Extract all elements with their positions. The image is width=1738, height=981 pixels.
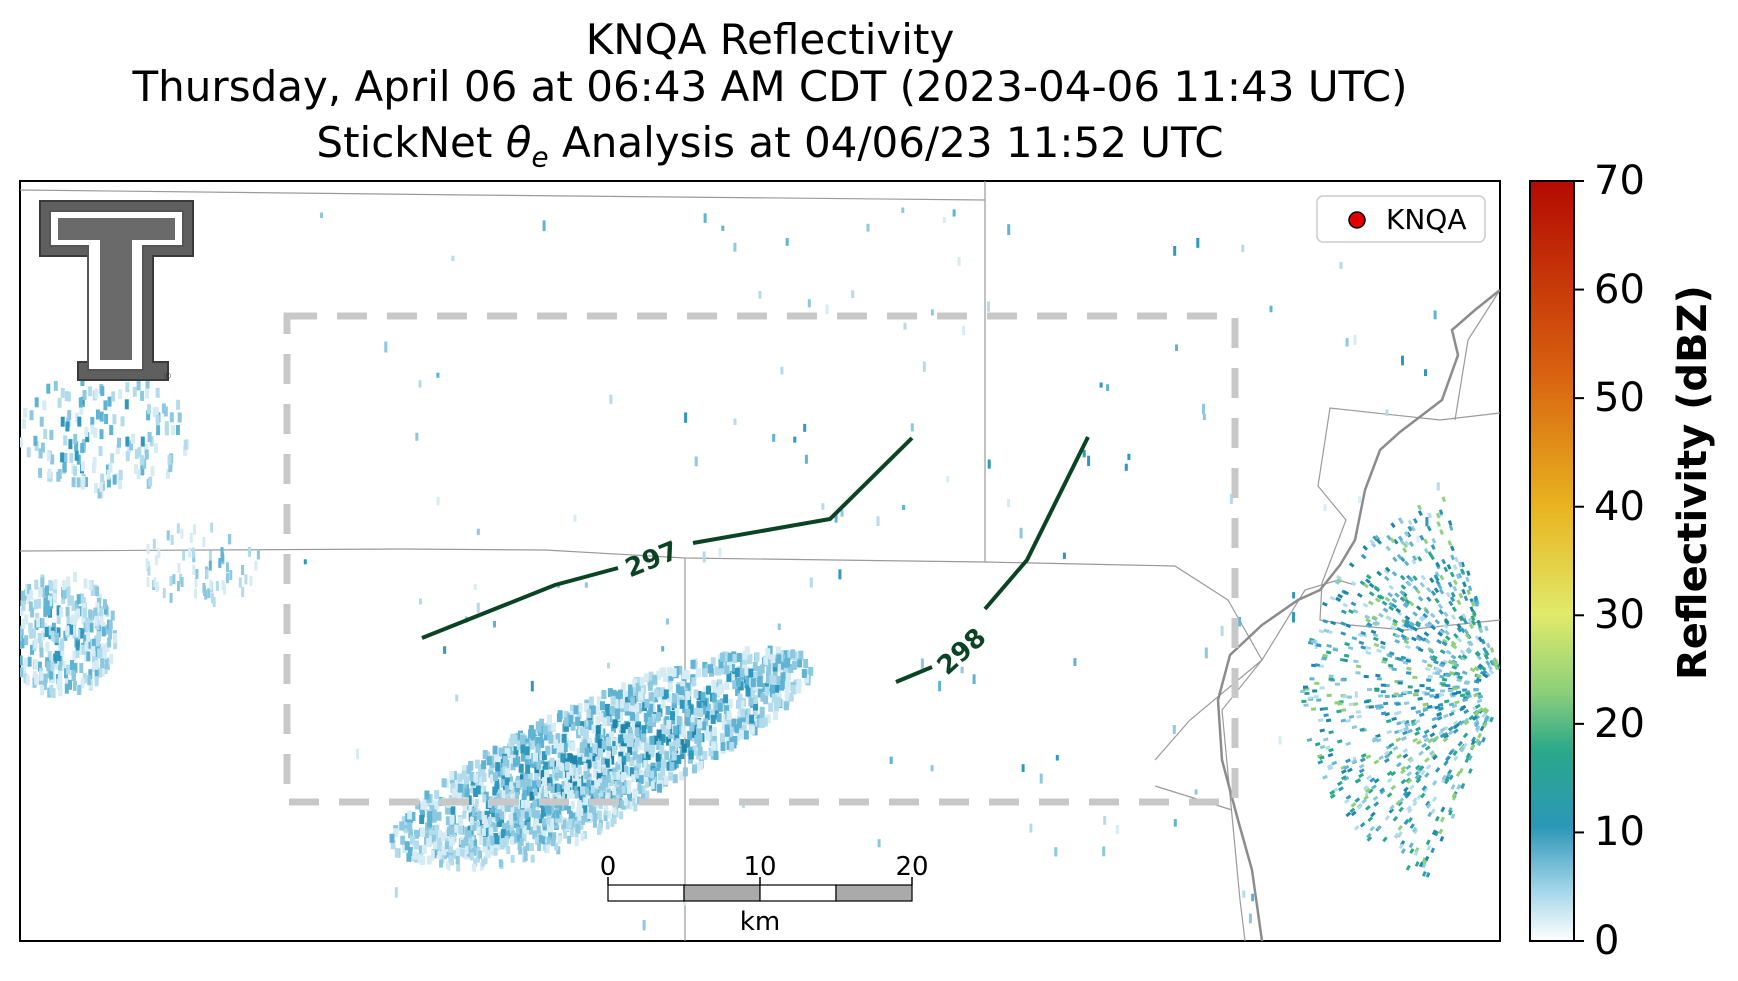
colorbar-tick-label: 10 <box>1594 809 1645 856</box>
colorbar-tick-label: 50 <box>1594 375 1645 422</box>
knqa-marker-icon <box>1348 211 1366 229</box>
contour-297-right <box>692 436 914 545</box>
contour-297-left <box>421 566 619 640</box>
theta-e-symbol: θe <box>505 118 549 174</box>
scale-bar: 0 10 20 km <box>600 852 929 937</box>
map-subtitle-analysis: StickNet θe Analysis at 04/06/23 11:52 U… <box>0 117 1540 183</box>
scale-tick-0: 0 <box>600 852 617 882</box>
colorbar <box>1529 180 1575 942</box>
analysis-prefix: StickNet <box>316 118 506 167</box>
theta-e-contours <box>421 436 1090 684</box>
scale-tick-20: 20 <box>895 852 928 882</box>
colorbar-ticks <box>1574 180 1584 942</box>
map-subtitle-time: Thursday, April 06 at 06:43 AM CDT (2023… <box>132 62 1408 111</box>
map-frame <box>19 180 1501 942</box>
colorbar-tick-label: 40 <box>1594 483 1645 530</box>
colorbar-label: Reflectivity (dBZ) <box>1670 285 1716 680</box>
legend-label: KNQA <box>1386 203 1467 236</box>
scale-tick-10: 10 <box>743 852 776 882</box>
colorbar-tick-label: 0 <box>1594 918 1620 964</box>
state-boundary <box>1216 289 1500 941</box>
map-legend: KNQA <box>1316 195 1486 243</box>
contour-298-upper <box>983 436 1090 611</box>
analysis-domain-box <box>283 312 1239 806</box>
texas-tech-logo: ® <box>39 200 194 382</box>
contour-298-lower <box>895 665 933 684</box>
map-title: KNQA Reflectivity <box>585 15 955 64</box>
colorbar-tick-label: 60 <box>1594 266 1645 313</box>
analysis-suffix: Analysis at 04/06/23 11:52 UTC <box>548 118 1224 167</box>
svg-text:®: ® <box>163 372 172 382</box>
colorbar-tick-label: 30 <box>1594 592 1645 639</box>
scale-unit: km <box>740 907 780 937</box>
colorbar-tick-label: 70 <box>1594 158 1645 204</box>
colorbar-tick-label: 20 <box>1594 700 1645 747</box>
